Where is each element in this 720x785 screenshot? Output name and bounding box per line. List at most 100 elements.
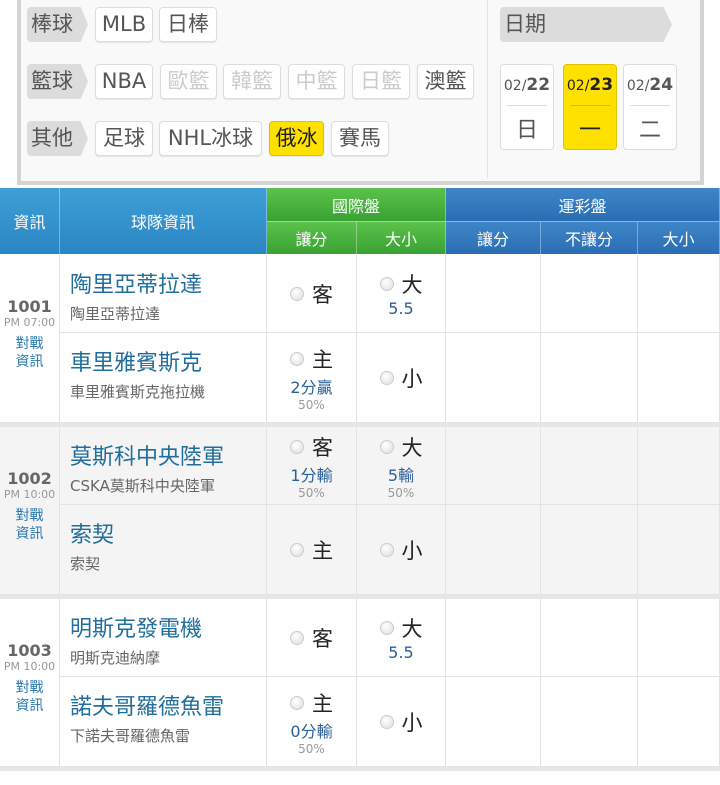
lottery-moneyline-cell [541, 333, 638, 423]
league-button[interactable]: 足球 [95, 121, 153, 156]
game-separator [0, 595, 720, 599]
team-name[interactable]: 諾夫哥羅德魚雷 [70, 695, 225, 720]
matchup-info-link[interactable]: 對戰 資訊 [0, 507, 59, 543]
team-fullname: 明斯克迪納摩 [70, 649, 161, 667]
header-lot-spread: 讓分 [446, 222, 541, 254]
game-time: PM 07:00 [3, 316, 56, 329]
league-button[interactable]: MLB [95, 7, 153, 42]
odds-label: 主 [312, 347, 333, 372]
intl-spread-cell[interactable]: 主 2分贏 50% [267, 333, 357, 423]
team-name[interactable]: 索契 [70, 523, 115, 548]
league-button[interactable]: NBA [95, 64, 153, 99]
league-button[interactable]: 中籃 [288, 64, 345, 99]
league-button[interactable]: NHL冰球 [159, 121, 262, 156]
radio-button[interactable] [379, 714, 394, 729]
intl-total-cell[interactable]: 大 5輸 50% [357, 427, 446, 505]
odds-label: 小 [401, 366, 423, 391]
league-button[interactable]: 澳籃 [417, 64, 474, 99]
radio-button[interactable] [379, 542, 394, 557]
radio-button[interactable] [379, 439, 394, 454]
odds-value: 5輸 [387, 465, 415, 485]
header-intl-total: 大小 [357, 222, 446, 254]
intl-total-cell[interactable]: 小 [357, 677, 446, 767]
date-button[interactable]: 02/24 二 [623, 64, 677, 150]
radio-button[interactable] [290, 286, 304, 301]
team-cell: 諾夫哥羅德魚雷 下諾夫哥羅德魚雷 [60, 677, 267, 767]
header-info: 資訊 [0, 188, 60, 254]
intl-spread-cell[interactable]: 主 [267, 505, 357, 595]
lottery-total-cell [638, 599, 720, 677]
radio-button[interactable] [290, 630, 304, 645]
team-cell: 車里雅賓斯克 車里雅賓斯克拖拉機 [60, 333, 267, 423]
divider [507, 105, 547, 106]
lottery-spread-cell [446, 599, 541, 677]
odds-label: 小 [401, 538, 423, 563]
header-lot-moneyline: 不讓分 [541, 222, 638, 254]
game-separator [0, 767, 720, 771]
date-button[interactable]: 02/23 一 [563, 64, 617, 150]
odds-label: 大 [401, 617, 423, 641]
league-button[interactable]: 俄冰 [269, 121, 324, 156]
lottery-moneyline-cell [541, 505, 638, 595]
intl-spread-cell[interactable]: 主 0分輸 50% [267, 677, 357, 767]
radio-button[interactable] [290, 351, 304, 366]
header-intl: 國際盤 [267, 188, 446, 222]
radio-button[interactable] [379, 277, 394, 291]
odds-value: 5.5 [388, 299, 414, 318]
league-button[interactable]: 日籃 [352, 64, 410, 99]
radio-button[interactable] [290, 542, 304, 557]
intl-spread-cell[interactable]: 客 [267, 599, 357, 677]
header-lot-total: 大小 [638, 222, 720, 254]
team-cell: 莫斯科中央陸軍 CSKA莫斯科中央陸軍 [60, 427, 267, 505]
date-weekday: 二 [638, 118, 661, 143]
team-name[interactable]: 車里雅賓斯克 [70, 351, 203, 376]
radio-button[interactable] [379, 621, 394, 635]
lottery-moneyline-cell [541, 255, 638, 333]
intl-total-cell[interactable]: 大 5.5 [357, 599, 446, 677]
team-name[interactable]: 莫斯科中央陸軍 [70, 445, 225, 470]
game-time: PM 10:00 [3, 660, 56, 673]
radio-button[interactable] [290, 695, 304, 710]
divider [630, 105, 670, 106]
lottery-total-cell [638, 333, 720, 423]
odds-label: 客 [312, 282, 333, 307]
intl-total-cell[interactable]: 小 [357, 505, 446, 595]
matchup-info-link[interactable]: 對戰 資訊 [0, 679, 59, 715]
category-label: 其他 [27, 121, 88, 156]
radio-button[interactable] [290, 439, 304, 454]
game-number: 1002 [7, 469, 52, 488]
date-day: 24 [649, 75, 674, 95]
date-month: 02/ [503, 78, 527, 94]
team-fullname: 索契 [70, 555, 101, 573]
league-button[interactable]: 韓籃 [223, 64, 281, 99]
lottery-spread-cell [446, 505, 541, 595]
odds-label: 小 [401, 710, 423, 735]
intl-total-cell[interactable]: 小 [357, 333, 446, 423]
date-day: 23 [589, 75, 614, 95]
team-name[interactable]: 明斯克發電機 [70, 617, 203, 642]
category-label: 棒球 [27, 7, 88, 42]
team-cell: 索契 索契 [60, 505, 267, 595]
intl-spread-cell[interactable]: 客 1分輸 50% [267, 427, 357, 505]
team-name[interactable]: 陶里亞蒂拉達 [70, 273, 203, 298]
league-button[interactable]: 歐籃 [160, 64, 217, 99]
date-button[interactable]: 02/22 日 [500, 64, 554, 150]
team-cell: 明斯克發電機 明斯克迪納摩 [60, 599, 267, 677]
radio-button[interactable] [379, 370, 394, 385]
team-fullname: CSKA莫斯科中央陸軍 [70, 477, 215, 495]
league-button[interactable]: 賽馬 [331, 121, 389, 156]
header-intl-spread: 讓分 [267, 222, 357, 254]
game-info: 1003 PM 10:00 對戰 資訊 [0, 599, 60, 767]
divider [570, 105, 610, 106]
date-month: 02/ [566, 78, 590, 94]
matchup-info-link[interactable]: 對戰 資訊 [0, 335, 59, 371]
odds-label: 大 [401, 273, 423, 297]
intl-total-cell[interactable]: 大 5.5 [357, 255, 446, 333]
game-info: 1001 PM 07:00 對戰 資訊 [0, 255, 60, 423]
intl-spread-cell[interactable]: 客 [267, 255, 357, 333]
game-number: 1001 [7, 297, 52, 316]
odds-percent: 50% [298, 485, 325, 500]
date-weekday: 一 [578, 118, 601, 143]
lottery-spread-cell [446, 427, 541, 505]
league-button[interactable]: 日棒 [159, 7, 217, 42]
